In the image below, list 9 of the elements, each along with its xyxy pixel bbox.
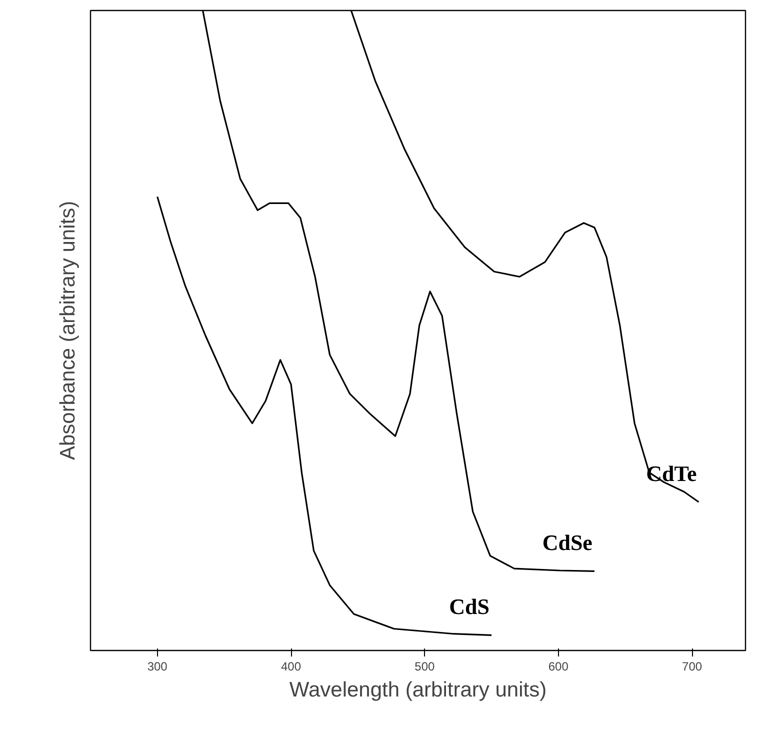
y-axis-title: Absorbance (arbitrary units) bbox=[56, 200, 80, 460]
series-label: CdSe bbox=[542, 530, 593, 556]
x-axis-title: Wavelength (arbitrary units) bbox=[289, 678, 547, 702]
x-tick-label: 400 bbox=[281, 660, 302, 674]
x-tick-label: 700 bbox=[682, 660, 702, 674]
x-tick-label: 500 bbox=[414, 660, 436, 674]
x-tick-label: 300 bbox=[147, 660, 168, 674]
series-label: CdS bbox=[449, 594, 490, 620]
x-tick-label: 600 bbox=[548, 660, 569, 674]
